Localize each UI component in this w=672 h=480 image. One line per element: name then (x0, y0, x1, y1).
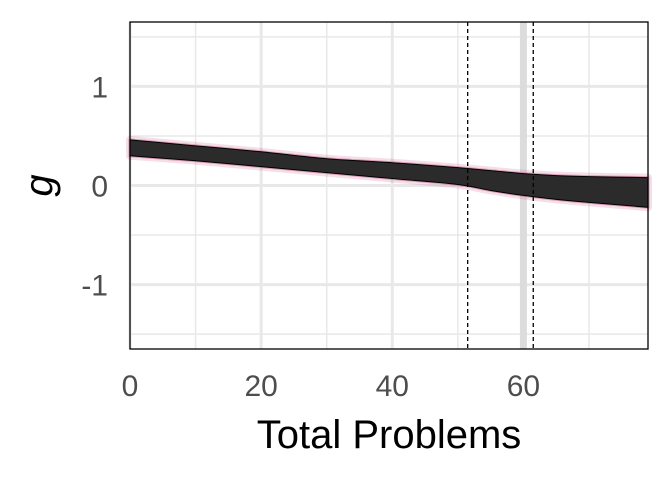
x-tick-label: 0 (122, 370, 139, 403)
x-tick-label: 20 (244, 370, 277, 403)
y-tick-label: 1 (91, 71, 108, 104)
x-tick-labels: 0 20 40 60 (122, 370, 540, 403)
y-axis-title: g (17, 174, 61, 196)
ribbon-layer (126, 135, 652, 212)
x-tick-label: 60 (507, 370, 540, 403)
x-axis-title: Total Problems (257, 413, 522, 457)
vline-layer (467, 22, 534, 349)
x-tick-label: 40 (376, 370, 409, 403)
y-tick-labels: 1 0 -1 (81, 71, 108, 302)
panel-border (129, 21, 649, 350)
y-tick-label: 0 (91, 171, 108, 204)
y-tick-label: -1 (81, 270, 108, 303)
